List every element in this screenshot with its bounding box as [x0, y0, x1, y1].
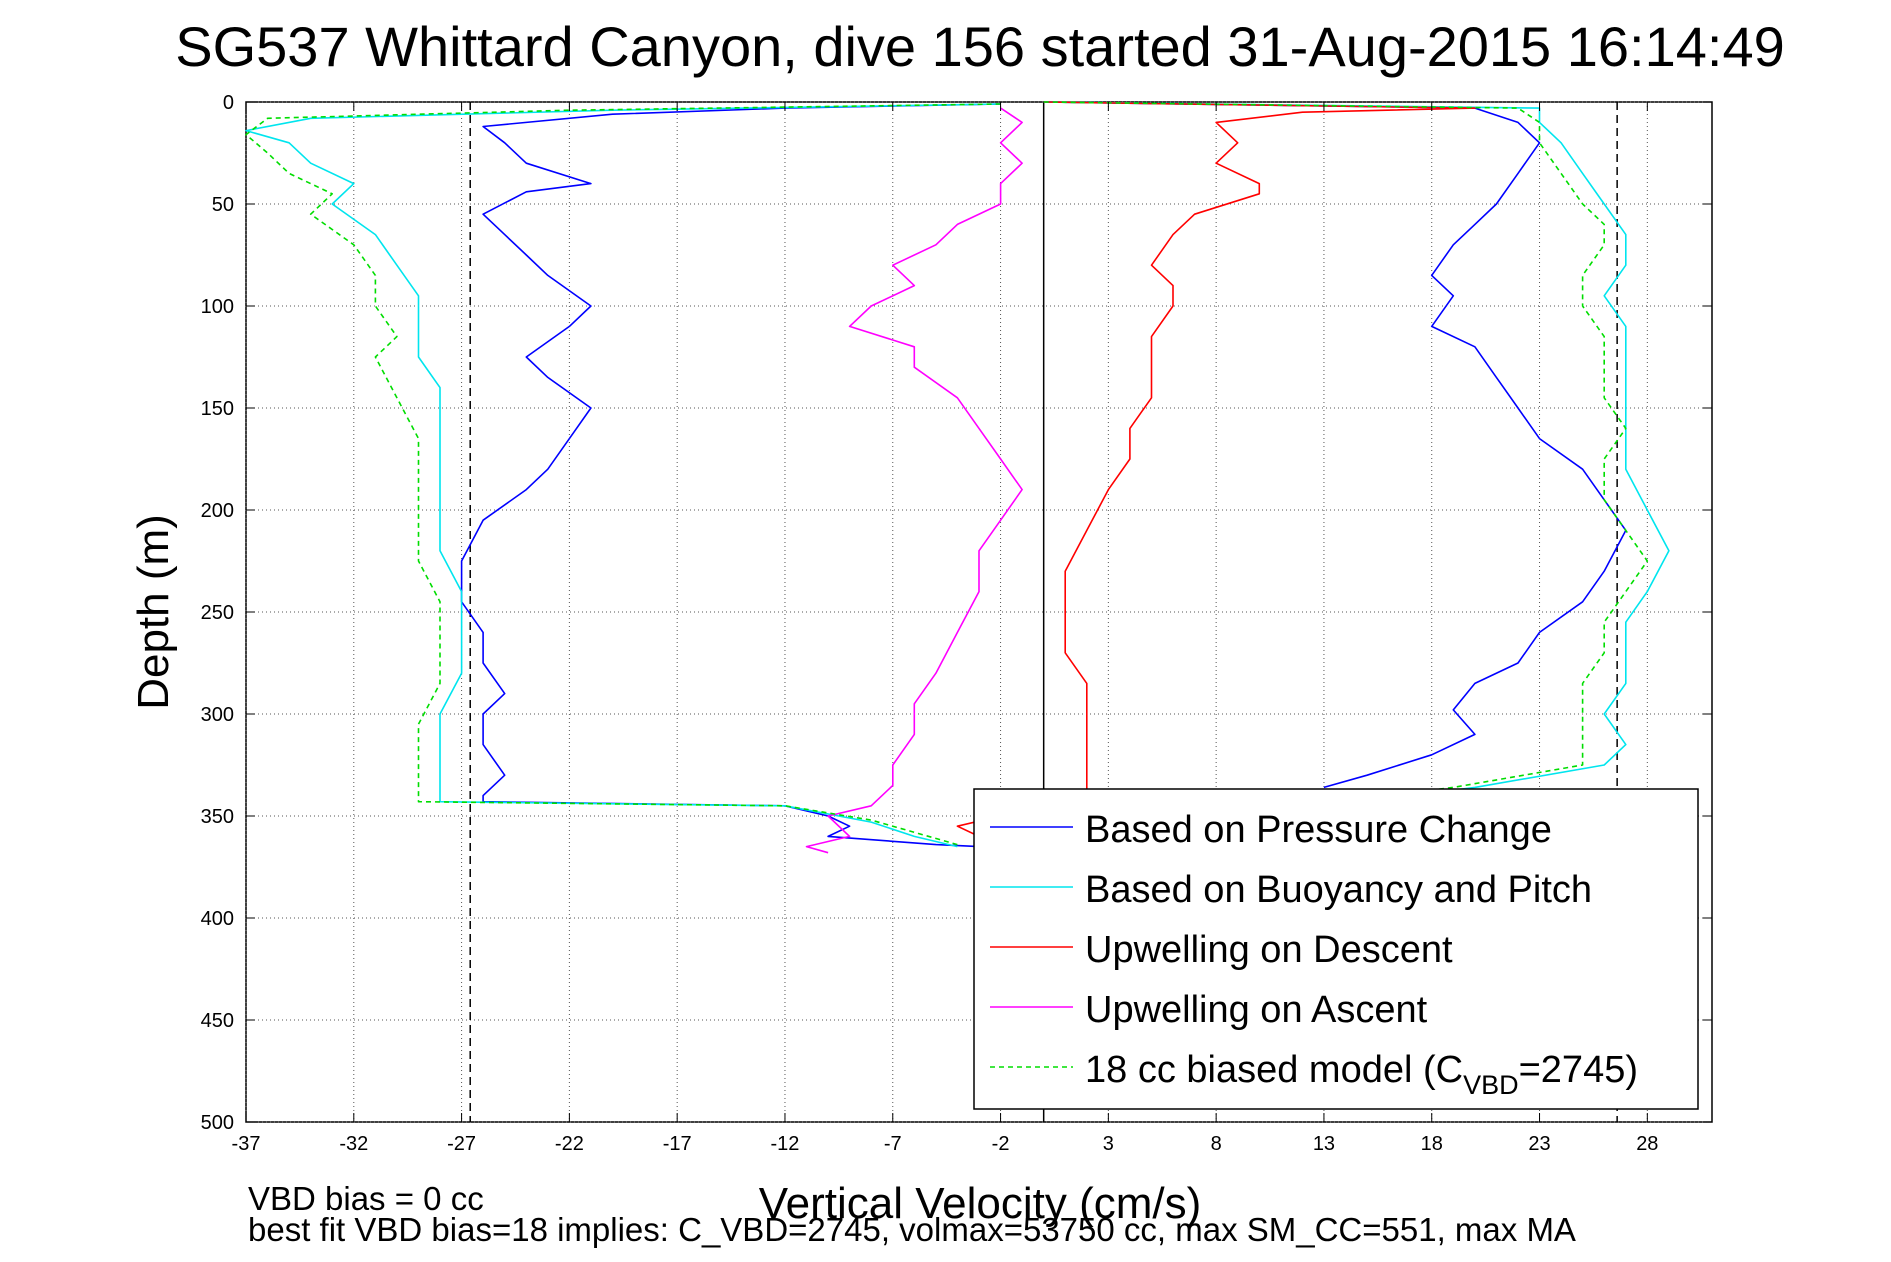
y-tick-label: 450: [201, 1010, 234, 1032]
series-line-3: [805, 107, 1023, 854]
y-tick-label: 250: [201, 602, 234, 624]
legend-label: Based on Buoyancy and Pitch: [1085, 869, 1592, 911]
y-tick-label: 50: [212, 194, 234, 216]
x-tick-label: -2: [992, 1133, 1010, 1155]
legend-box: [973, 788, 1699, 1110]
series-layer: [245, 101, 1670, 854]
x-tick-label: -17: [663, 1133, 692, 1155]
best-fit-note: best fit VBD bias=18 implies: C_VBD=2745…: [248, 1211, 1576, 1248]
chart-title: SG537 Whittard Canyon, dive 156 started …: [175, 15, 1784, 78]
legend: Based on Pressure Change Based on Buoyanc…: [973, 788, 1699, 1110]
x-tick-label: -7: [884, 1133, 902, 1155]
x-tick-label: 13: [1313, 1133, 1335, 1155]
legend-label: Upwelling on Ascent: [1085, 989, 1428, 1031]
x-tick-label: -32: [339, 1133, 368, 1155]
series-line-2: [956, 101, 1476, 842]
y-tick-label: 150: [201, 398, 234, 420]
x-tick-label: 28: [1636, 1133, 1658, 1155]
x-tick-label: -22: [555, 1133, 584, 1155]
legend-label: 18 cc biased model (CVBD=2745): [1085, 1049, 1638, 1100]
legend-label: Upwelling on Descent: [1085, 929, 1453, 971]
x-tick-label: -12: [771, 1133, 800, 1155]
vbd-bias-note: VBD bias = 0 cc: [248, 1180, 484, 1217]
y-tick-label: 400: [201, 908, 234, 930]
y-tick-label: 0: [223, 92, 234, 114]
x-tick-label: 18: [1421, 1133, 1443, 1155]
y-axis-ticks: 0 50 100 150 200 250 300 350 400 450 500: [201, 92, 1712, 1134]
x-axis-ticks: -37 -32 -27 -22 -17 -12 -7 -2 3 8 13 18 23 28: [232, 102, 1658, 1155]
x-tick-label: -37: [232, 1133, 261, 1155]
x-axis-label: Vertical Velocity (cm/s): [759, 1179, 1202, 1228]
y-tick-label: 300: [201, 704, 234, 726]
x-tick-label: 8: [1211, 1133, 1222, 1155]
series-line-4: [245, 101, 1649, 846]
x-tick-label: 23: [1528, 1133, 1550, 1155]
y-axis-label: Depth (m): [129, 514, 178, 710]
y-tick-label: 500: [201, 1112, 234, 1134]
y-tick-label: 100: [201, 296, 234, 318]
y-tick-label: 350: [201, 806, 234, 828]
x-tick-label: -27: [447, 1133, 476, 1155]
x-tick-label: 3: [1103, 1133, 1114, 1155]
y-tick-label: 200: [201, 500, 234, 522]
legend-label: Based on Pressure Change: [1085, 809, 1552, 851]
